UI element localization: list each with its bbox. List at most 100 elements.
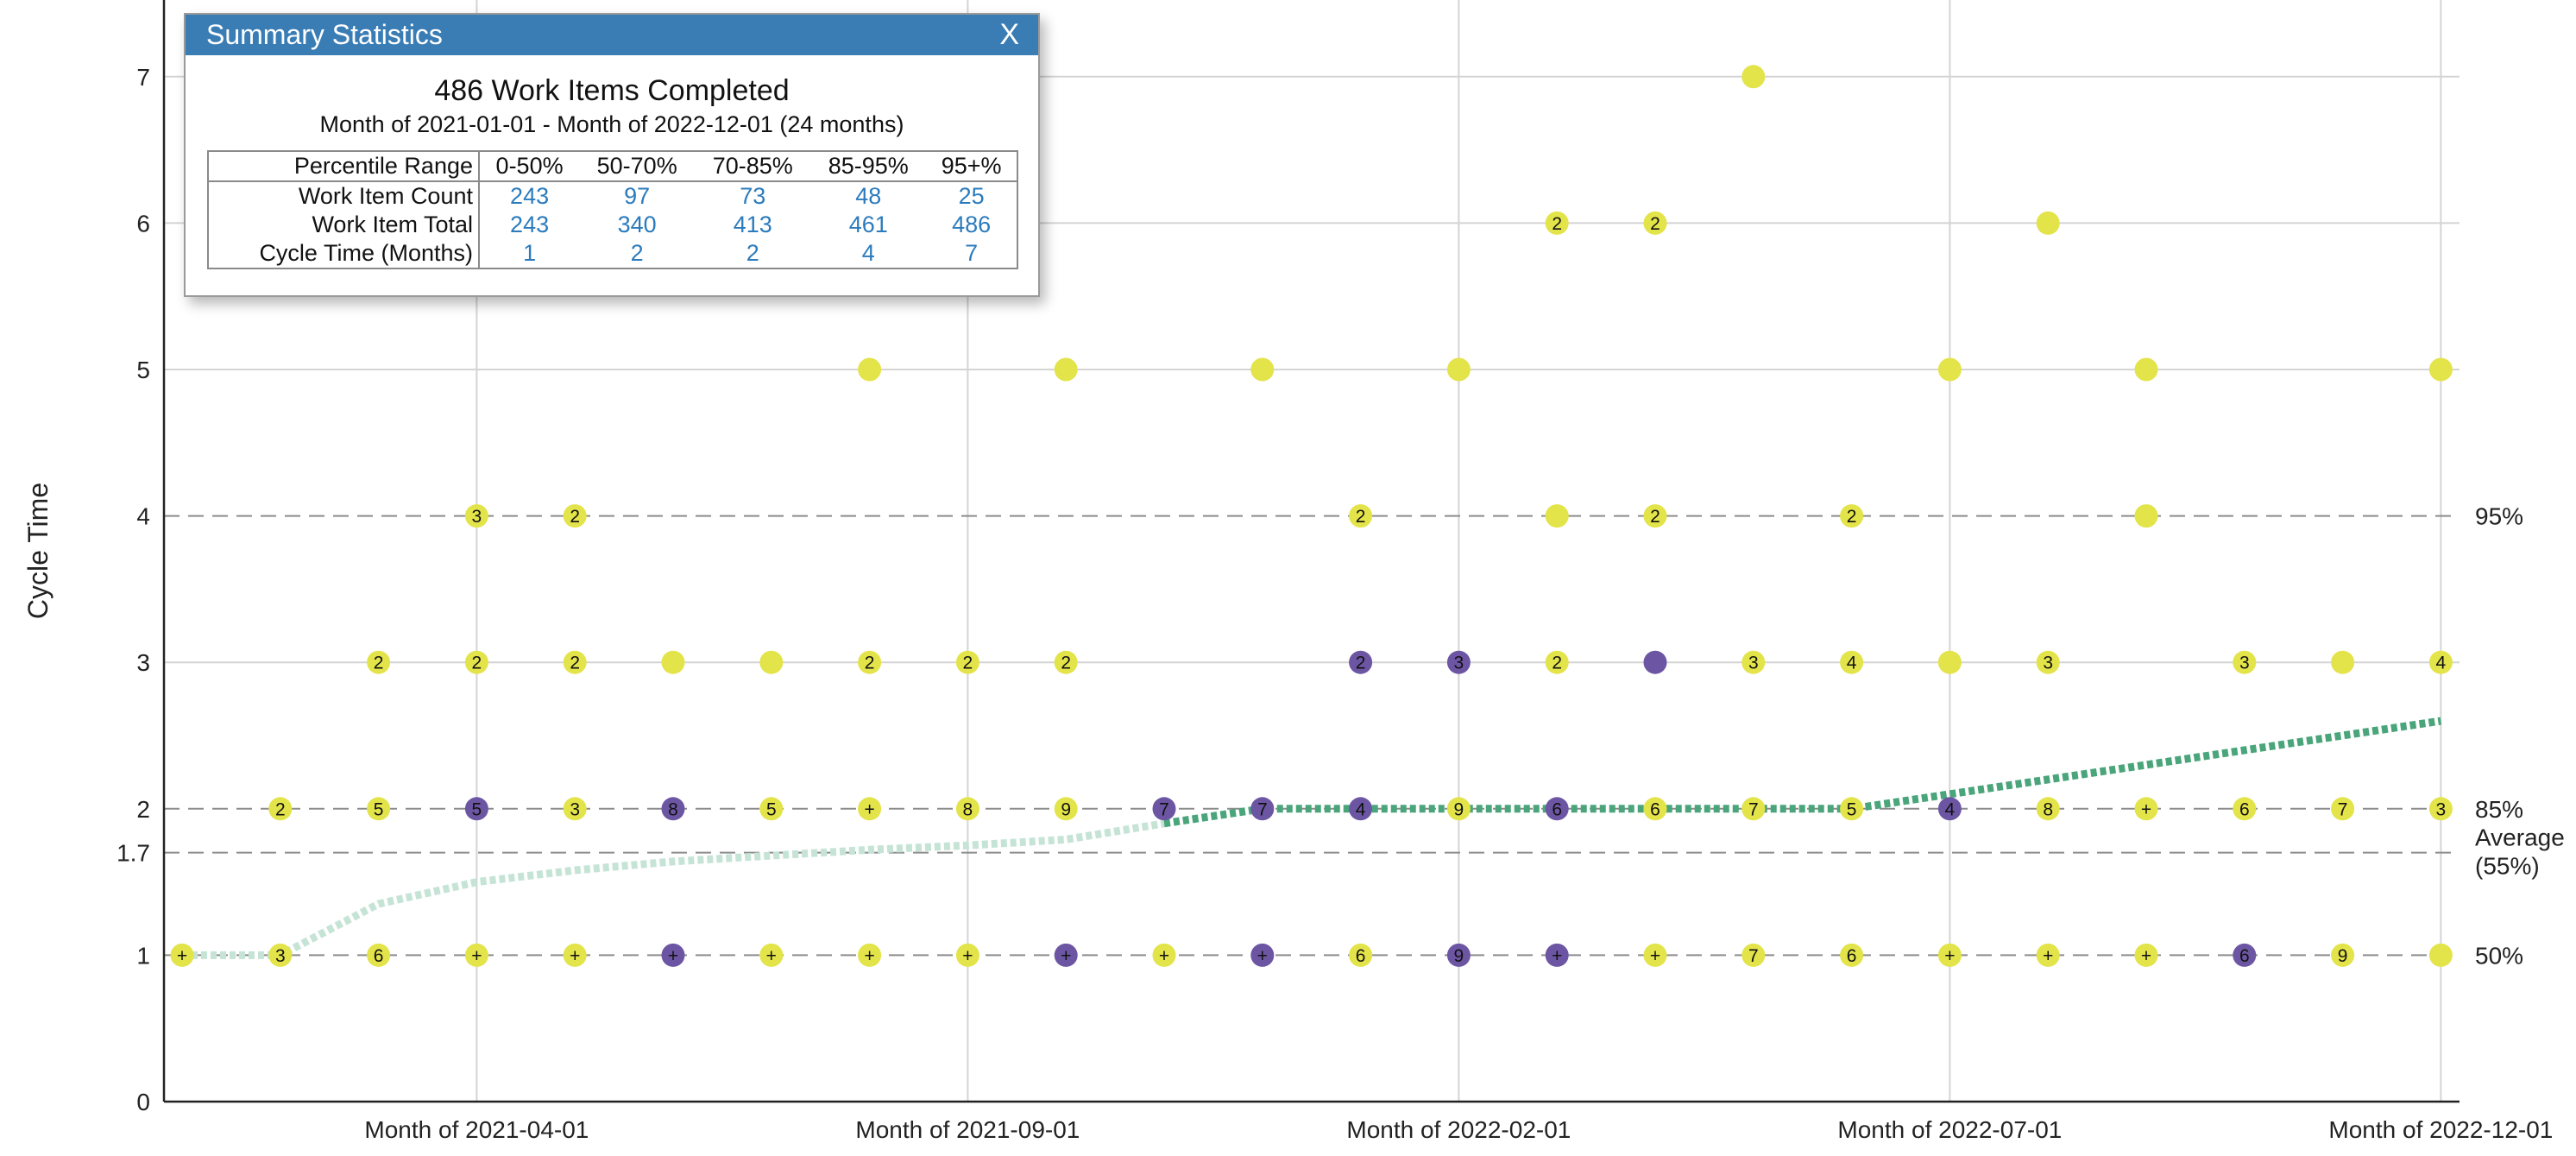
data-point-marker	[563, 797, 587, 821]
data-point: 5	[464, 797, 488, 821]
data-point: +	[955, 943, 979, 967]
y-tick-label: 6	[136, 210, 150, 237]
data-point-label: +	[864, 799, 874, 819]
data-point	[1250, 357, 1275, 382]
percentile-table: Percentile Range 0-50% 50-70% 70-85% 85-…	[207, 150, 1018, 269]
data-point: 6	[1643, 797, 1667, 821]
y-tick-label: 1	[136, 942, 150, 969]
data-point-label: +	[864, 946, 874, 966]
data-point-label: 5	[472, 799, 482, 819]
data-point: 7	[1741, 797, 1766, 821]
data-point-marker	[759, 797, 784, 821]
data-point: 4	[2428, 650, 2453, 674]
data-point: 4	[1937, 797, 1962, 821]
data-point-label: 3	[570, 799, 580, 819]
data-point-marker	[367, 943, 391, 967]
data-point-marker	[1643, 650, 1667, 674]
data-point-label: 7	[1159, 799, 1169, 819]
data-point: 2	[1545, 650, 1569, 674]
y-tick-label: 3	[136, 649, 150, 676]
data-point-marker	[563, 504, 587, 528]
summary-statistics-panel[interactable]: Summary Statistics X 486 Work Items Comp…	[184, 13, 1040, 297]
data-point-label: +	[668, 946, 678, 966]
table-cell: 486	[952, 212, 992, 237]
data-point	[2428, 357, 2453, 382]
data-point-label: 6	[2239, 799, 2250, 819]
data-point-label: 6	[2239, 946, 2250, 966]
data-point-label: 3	[2239, 654, 2250, 673]
y-tick-label: 4	[136, 503, 150, 530]
data-point-marker	[1446, 357, 1471, 382]
data-point: 5	[759, 797, 784, 821]
data-point-marker	[2134, 504, 2158, 528]
data-point-label: 4	[2436, 654, 2447, 673]
data-point: +	[563, 943, 587, 967]
data-point	[1741, 65, 1766, 89]
data-point-marker	[2134, 943, 2158, 967]
data-point-label: 7	[1748, 946, 1759, 966]
data-point-marker	[2233, 943, 2257, 967]
data-point-marker	[367, 650, 391, 674]
data-point-marker	[2036, 943, 2060, 967]
data-point: 5	[367, 797, 391, 821]
data-point-label: 8	[2043, 799, 2053, 819]
data-point: 3	[268, 943, 293, 967]
close-button[interactable]: X	[999, 18, 1019, 51]
y-tick-label: 1.7	[117, 840, 150, 867]
percentile-label: 95%	[2475, 503, 2523, 530]
row-label: Work Item Total	[208, 211, 480, 239]
data-point-marker	[1349, 943, 1373, 967]
data-point	[661, 650, 685, 674]
data-point: 9	[1446, 943, 1471, 967]
data-point: 7	[1152, 797, 1176, 821]
data-point	[1545, 504, 1569, 528]
data-point-marker	[1152, 797, 1176, 821]
data-point-label: 6	[1356, 946, 1366, 966]
data-point-marker	[1446, 797, 1471, 821]
data-point-marker	[2233, 797, 2257, 821]
data-point-label: 2	[1847, 507, 1857, 527]
data-point-marker	[1643, 797, 1667, 821]
data-point-marker	[2036, 211, 2060, 235]
data-point-label: 6	[1650, 799, 1660, 819]
data-point-marker	[1349, 797, 1373, 821]
data-point: 3	[2428, 797, 2453, 821]
data-point: 3	[1741, 650, 1766, 674]
data-point-label: 2	[275, 799, 286, 819]
stats-subheading: Month of 2021-01-01 - Month of 2022-12-0…	[319, 111, 904, 137]
y-tick-label: 5	[136, 357, 150, 383]
data-point: 6	[367, 943, 391, 967]
data-point: 3	[2036, 650, 2060, 674]
data-point-marker	[661, 650, 685, 674]
data-point-label: +	[962, 946, 973, 966]
data-point	[2331, 650, 2355, 674]
data-point-label: +	[471, 946, 482, 966]
data-point: 2	[563, 504, 587, 528]
data-point-label: 3	[2043, 654, 2053, 673]
table-cell: 2	[746, 240, 759, 266]
data-point-marker	[2036, 650, 2060, 674]
data-point: 2	[955, 650, 979, 674]
data-point	[2428, 943, 2453, 967]
summary-statistics-header[interactable]: Summary Statistics X	[186, 15, 1038, 55]
table-cell: 97	[624, 183, 651, 209]
data-point-marker	[661, 943, 685, 967]
data-point: 6	[1545, 797, 1569, 821]
data-point-marker	[1545, 211, 1569, 235]
data-point-label: 2	[1356, 507, 1366, 527]
column-header: 0-50%	[495, 153, 564, 179]
data-point: 2	[1840, 504, 1864, 528]
data-point-marker	[1545, 797, 1569, 821]
data-point-marker	[367, 797, 391, 821]
data-point-label: +	[766, 946, 777, 966]
data-point-marker	[858, 650, 882, 674]
data-point-label: 3	[1454, 654, 1464, 673]
data-point-label: 7	[2338, 799, 2348, 819]
data-point: 6	[2233, 797, 2257, 821]
data-point-marker	[1349, 650, 1373, 674]
data-point: +	[170, 943, 194, 967]
table-cell: 243	[510, 183, 550, 209]
data-point-marker	[1643, 943, 1667, 967]
data-point-marker	[858, 357, 882, 382]
table-cell: 1	[523, 240, 537, 266]
